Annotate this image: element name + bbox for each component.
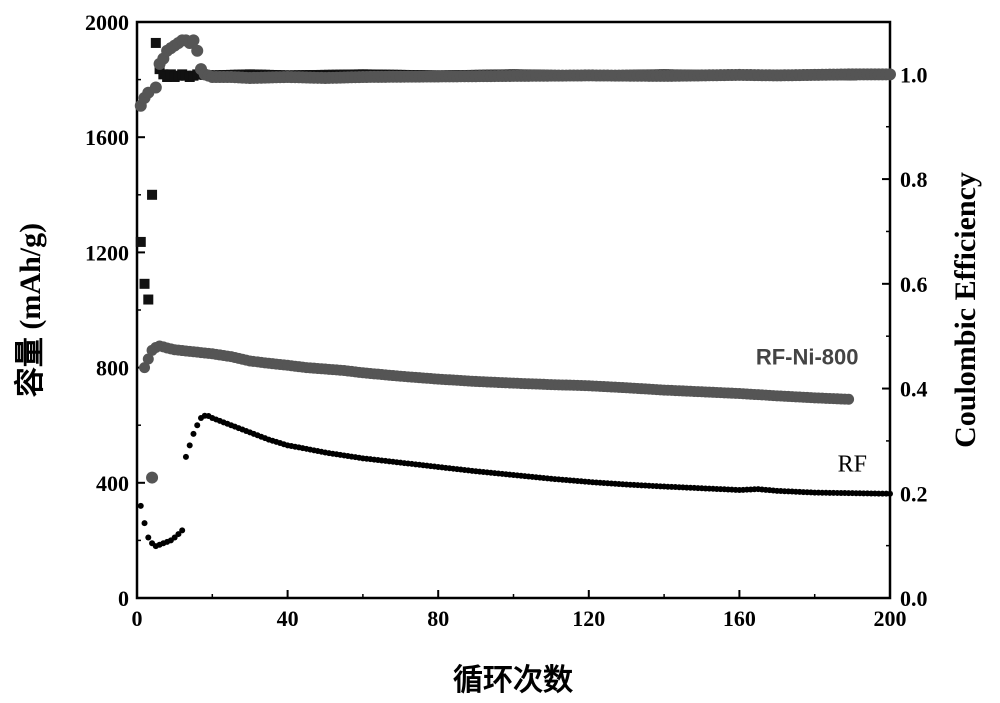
- x-tick-label: 0: [132, 606, 143, 631]
- y2-tick-label: 0.4: [900, 377, 928, 402]
- y2-tick-label: 0.2: [900, 481, 928, 506]
- x-axis-title: 循环次数: [453, 664, 574, 697]
- data-point: [135, 236, 146, 247]
- y-tick-label: 1200: [85, 240, 129, 265]
- data-point: [843, 393, 855, 405]
- data-point: [146, 471, 159, 484]
- data-point: [187, 34, 200, 47]
- y2-tick-label: 1.0: [900, 62, 928, 87]
- y2-tick-label: 0.8: [900, 167, 928, 192]
- y-tick-label: 800: [96, 356, 129, 381]
- series-0: [139, 340, 855, 405]
- y2-tick-label: 0.6: [900, 272, 928, 297]
- data-point: [141, 520, 148, 527]
- data-point: [887, 490, 893, 497]
- x-tick-label: 160: [723, 606, 756, 631]
- data-marks: [134, 34, 896, 550]
- y-tick-label: 400: [96, 471, 129, 496]
- data-point: [147, 189, 158, 200]
- data-point: [186, 442, 193, 449]
- data-point: [194, 422, 201, 429]
- axis-ticks: 0 40 80 120 160 20004008001200160020000.00.20…: [85, 10, 928, 631]
- data-point: [150, 37, 161, 48]
- series-3: [134, 34, 896, 484]
- data-point: [142, 353, 154, 365]
- y-tick-label: 0: [118, 586, 129, 611]
- data-point: [182, 453, 189, 460]
- data-point: [884, 68, 896, 81]
- data-point: [145, 534, 152, 541]
- data-point: [143, 294, 154, 305]
- series-1: [137, 412, 893, 550]
- x-tick-label: 200: [874, 606, 907, 631]
- annotation-rf-ni-800: RF-Ni-800: [756, 345, 859, 370]
- data-point: [139, 278, 150, 289]
- x-tick-label: 40: [277, 606, 299, 631]
- y-tick-label: 2000: [85, 10, 129, 35]
- data-point: [179, 527, 186, 534]
- data-point: [190, 430, 197, 437]
- data-point: [149, 81, 162, 94]
- data-point: [137, 502, 144, 509]
- y-tick-label: 1600: [85, 125, 129, 150]
- data-point: [139, 362, 151, 374]
- x-tick-label: 80: [427, 606, 449, 631]
- plot-frame: [135, 20, 892, 600]
- data-point: [175, 531, 182, 538]
- y-axis-title: 容量 (mAh/g): [14, 223, 47, 397]
- annotation-rf: RF: [838, 451, 867, 477]
- x-tick-label: 120: [572, 606, 605, 631]
- data-point: [191, 44, 204, 57]
- y2-axis-title: Coulombic Efficiency: [949, 172, 982, 448]
- y2-tick-label: 0.0: [900, 586, 928, 611]
